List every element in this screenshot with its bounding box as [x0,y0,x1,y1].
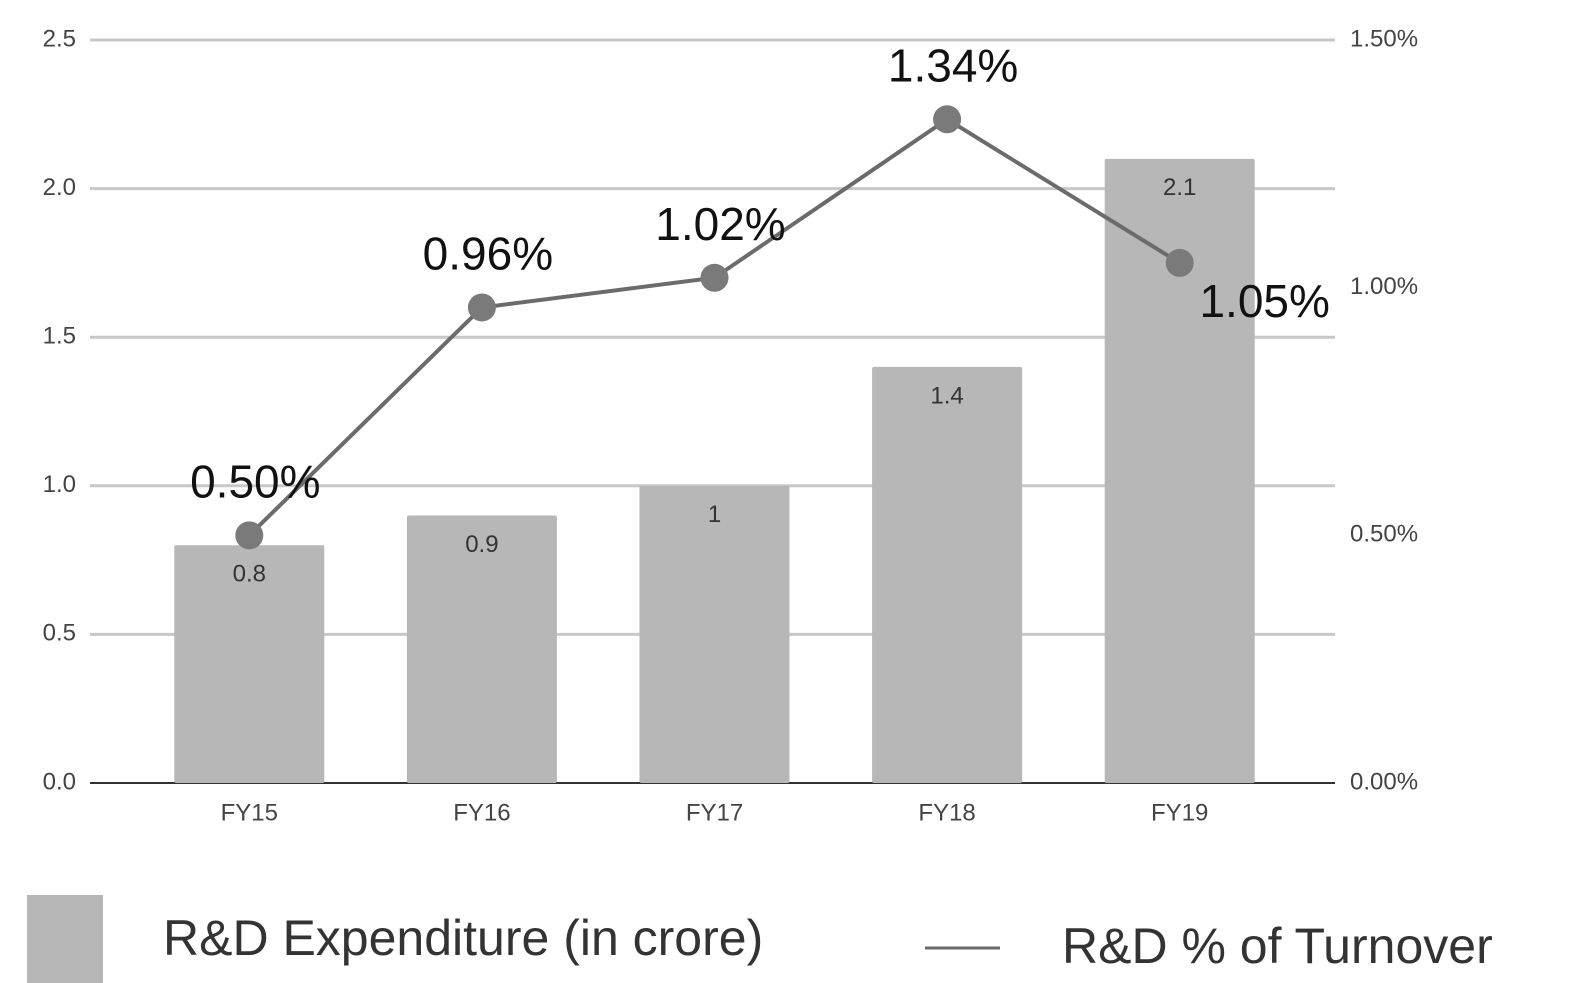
line-label: 1.02% [655,198,785,250]
bar [639,485,790,783]
bar-label: 1 [708,501,721,528]
line-point [1165,248,1194,277]
line-label: 1.34% [888,39,1018,91]
y-tick-label: 0.5 [43,620,76,647]
line-point [235,521,264,550]
x-tick-label: FY16 [453,799,510,826]
y-tick-label: 2.0 [43,174,76,201]
line [247,116,1181,537]
legend-label: R&D Expenditure (in crore) [163,910,763,966]
y2-tick-label: 1.50% [1350,25,1418,52]
line-point [700,263,729,292]
line-point [467,293,496,322]
x-tick-label: FY17 [686,799,743,826]
bar-label: 0.8 [233,561,266,588]
y-tick-label: 1.0 [43,471,76,498]
x-tick-label: FY18 [918,799,975,826]
bar-label: 2.1 [1163,174,1196,201]
bar [406,515,557,783]
bar-label: 0.9 [465,531,498,558]
legend-label: R&D % of Turnover [1062,918,1493,974]
legend-swatch [27,895,103,983]
y-tick-label: 1.5 [43,323,76,350]
y2-tick-label: 0.50% [1350,521,1418,548]
line-label: 0.50% [190,455,320,507]
bar-label: 1.4 [930,382,963,409]
y-tick-label: 2.5 [43,25,76,52]
line-label: 1.05% [1199,275,1329,327]
y2-tick-label: 0.00% [1350,768,1418,795]
y2-tick-label: 1.00% [1350,273,1418,300]
x-tick-label: FY19 [1151,799,1208,826]
bar [174,545,325,783]
x-tick-label: FY15 [221,799,278,826]
y-tick-label: 0.0 [43,768,76,795]
line-point [933,105,962,134]
bar [1104,158,1255,783]
line-label: 0.96% [423,228,553,280]
bar [872,366,1023,783]
